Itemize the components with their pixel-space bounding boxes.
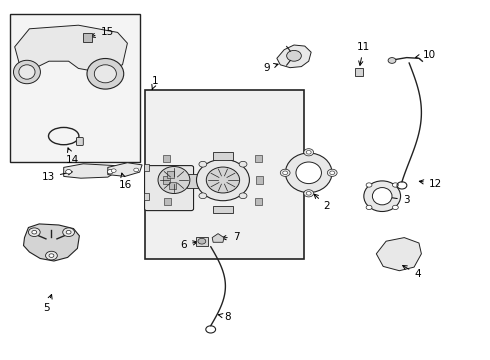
Circle shape [392,205,398,210]
Text: 16: 16 [118,173,132,190]
Circle shape [304,149,314,156]
Polygon shape [24,224,79,261]
Bar [144,193,149,200]
FancyBboxPatch shape [76,138,83,145]
Ellipse shape [285,153,332,193]
Bar [256,176,263,184]
Text: 7: 7 [222,232,240,242]
Ellipse shape [94,65,117,83]
Bar [167,171,174,178]
Circle shape [330,171,335,175]
Text: 9: 9 [264,63,278,73]
Bar [196,237,208,246]
Bar [255,155,262,162]
Text: 12: 12 [419,179,442,189]
Polygon shape [64,164,118,178]
Circle shape [306,150,311,154]
Bar [255,198,262,205]
Ellipse shape [87,58,123,89]
Ellipse shape [372,188,392,205]
Circle shape [134,168,139,172]
Circle shape [107,170,113,174]
Circle shape [392,183,398,187]
Text: 4: 4 [403,266,421,279]
Ellipse shape [14,60,40,84]
Polygon shape [212,234,224,242]
Ellipse shape [296,162,321,184]
Circle shape [280,169,290,176]
Ellipse shape [287,50,301,61]
Ellipse shape [158,166,190,194]
Text: 6: 6 [180,240,197,250]
Bar [145,90,304,259]
Circle shape [28,228,40,237]
Bar [163,176,170,184]
Circle shape [199,193,207,199]
Bar [163,155,170,162]
Polygon shape [376,238,421,271]
Circle shape [111,169,116,172]
Bar [355,68,363,76]
Circle shape [49,254,54,257]
Circle shape [239,161,247,167]
Ellipse shape [364,181,401,211]
Polygon shape [15,25,127,72]
Circle shape [388,58,396,63]
Circle shape [46,251,57,260]
Circle shape [32,230,37,234]
Bar [83,33,92,42]
Text: 14: 14 [66,148,79,165]
Text: 11: 11 [357,42,370,65]
Circle shape [198,238,206,244]
Text: 2: 2 [314,194,330,211]
Text: 13: 13 [42,171,72,182]
Bar [10,14,140,162]
Text: 15: 15 [91,27,114,37]
FancyBboxPatch shape [145,166,194,211]
Bar [144,164,149,171]
Circle shape [366,183,372,187]
Polygon shape [108,163,142,176]
Bar [164,198,171,205]
Circle shape [66,170,72,174]
Text: 10: 10 [416,50,436,60]
Bar [213,152,233,160]
Polygon shape [277,45,311,68]
Bar [169,182,176,189]
Bar [187,174,208,188]
Ellipse shape [19,65,35,79]
Circle shape [366,205,372,210]
Circle shape [66,230,71,234]
Bar [213,206,233,213]
Circle shape [199,161,207,167]
Text: 3: 3 [385,195,410,205]
Text: 5: 5 [43,294,52,313]
Circle shape [63,228,74,237]
Circle shape [239,193,247,199]
Text: 8: 8 [219,312,231,322]
Circle shape [327,169,337,176]
Ellipse shape [206,167,240,193]
Circle shape [283,171,288,175]
Circle shape [304,190,314,197]
Circle shape [306,192,311,195]
Text: 1: 1 [152,76,159,89]
Ellipse shape [196,159,249,201]
